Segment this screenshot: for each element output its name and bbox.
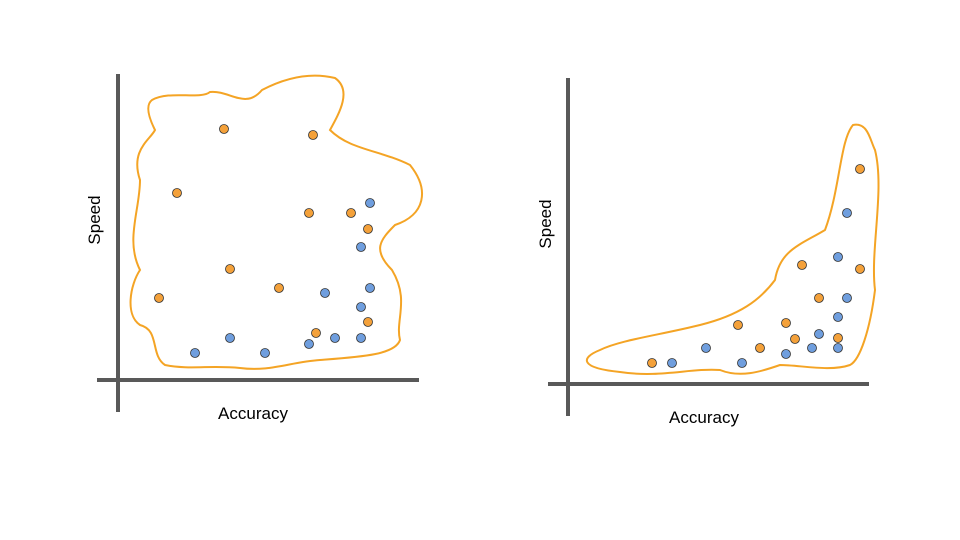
left-point-orange-5: [346, 208, 356, 218]
left-point-blue-12: [320, 288, 330, 298]
right-point-blue-14: [833, 343, 843, 353]
left-point-orange-1: [219, 124, 229, 134]
right-point-orange-11: [790, 334, 800, 344]
right-point-orange-10: [781, 318, 791, 328]
left-point-blue-14: [356, 302, 366, 312]
left-point-orange-11: [274, 283, 284, 293]
right-point-blue-3: [833, 252, 843, 262]
left-y-axis-label: Speed: [85, 195, 104, 244]
right-x-axis-label: Accuracy: [669, 408, 739, 427]
left-plot: Accuracy Speed: [85, 74, 423, 423]
left-point-orange-10: [154, 293, 164, 303]
right-point-orange-6: [814, 293, 824, 303]
right-point-orange-5: [855, 264, 865, 274]
right-point-blue-2: [842, 208, 852, 218]
left-points-group: [154, 124, 375, 358]
left-point-blue-18: [190, 348, 200, 358]
right-point-orange-16: [755, 343, 765, 353]
right-point-orange-9: [733, 320, 743, 330]
left-x-axis-label: Accuracy: [218, 404, 288, 423]
right-plot: Accuracy Speed: [536, 78, 880, 427]
right-point-blue-8: [833, 312, 843, 322]
right-points-group: [647, 164, 865, 368]
left-point-orange-15: [363, 317, 373, 327]
right-point-blue-17: [781, 349, 791, 359]
right-blob-boundary: [585, 123, 880, 375]
left-point-blue-8: [356, 242, 366, 252]
left-point-blue-22: [356, 333, 366, 343]
left-point-blue-17: [225, 333, 235, 343]
left-point-orange-3: [172, 188, 182, 198]
right-point-blue-20: [667, 358, 677, 368]
right-point-orange-1: [855, 164, 865, 174]
left-point-orange-7: [363, 224, 373, 234]
right-point-orange-19: [647, 358, 657, 368]
left-point-orange-9: [225, 264, 235, 274]
right-point-orange-13: [833, 333, 843, 343]
right-point-blue-12: [814, 329, 824, 339]
right-point-blue-18: [807, 343, 817, 353]
right-point-blue-21: [737, 358, 747, 368]
left-point-orange-2: [308, 130, 318, 140]
right-point-orange-4: [797, 260, 807, 270]
left-blob-boundary: [129, 74, 423, 370]
right-y-axis-label: Speed: [536, 199, 555, 248]
left-point-blue-21: [330, 333, 340, 343]
right-point-blue-7: [842, 293, 852, 303]
left-point-orange-4: [304, 208, 314, 218]
left-point-blue-13: [365, 283, 375, 293]
left-point-blue-19: [260, 348, 270, 358]
left-point-blue-20: [304, 339, 314, 349]
right-point-blue-15: [701, 343, 711, 353]
left-point-blue-6: [365, 198, 375, 208]
left-point-orange-16: [311, 328, 321, 338]
